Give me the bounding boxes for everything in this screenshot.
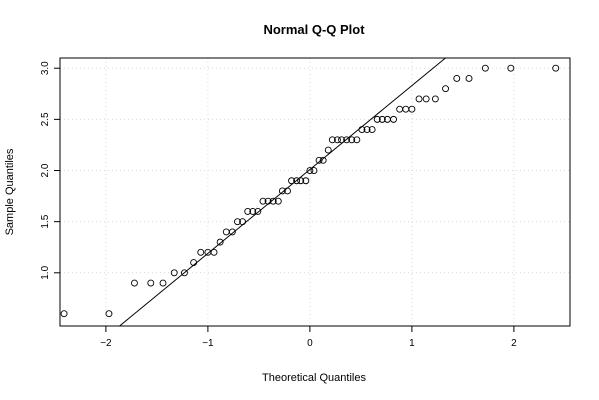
reference-line <box>119 57 446 327</box>
data-point <box>249 207 257 215</box>
data-point <box>302 177 310 185</box>
data-point <box>234 218 241 226</box>
data-point <box>170 269 178 277</box>
data-point <box>259 197 267 205</box>
data-point <box>507 64 515 72</box>
data-point <box>373 115 381 123</box>
data-point <box>297 177 305 185</box>
data-point <box>453 75 461 82</box>
y-tick-label: 1.5 <box>40 214 51 228</box>
x-tick-label: 1 <box>409 338 415 349</box>
data-point <box>254 207 262 215</box>
data-point <box>131 279 138 287</box>
data-point <box>216 238 224 246</box>
data-point <box>147 279 155 287</box>
data-point <box>353 136 361 144</box>
data-point <box>264 197 272 205</box>
data-point <box>244 207 252 215</box>
data-point <box>228 228 236 236</box>
data-point <box>284 187 291 195</box>
data-point <box>431 95 439 103</box>
grid <box>60 58 570 326</box>
data-point <box>190 259 198 267</box>
y-tick-label: 1.0 <box>40 265 51 279</box>
chart-title: Normal Q-Q Plot <box>263 22 365 37</box>
x-tick-label: 0 <box>307 338 313 349</box>
data-point <box>159 279 167 287</box>
data-point <box>274 197 282 205</box>
data-point <box>333 136 341 144</box>
data-point <box>222 228 230 236</box>
x-tick-label: −1 <box>202 338 214 349</box>
data-point <box>269 197 277 205</box>
data-point <box>422 95 430 103</box>
data-point <box>328 136 336 144</box>
data-point <box>442 85 450 93</box>
data-point <box>197 248 205 256</box>
data-point <box>338 136 345 144</box>
data-points <box>60 64 560 318</box>
data-point <box>239 218 247 226</box>
data-point <box>319 156 327 164</box>
data-point <box>293 177 301 185</box>
data-point <box>481 64 489 72</box>
y-axis-label: Sample Quantiles <box>4 148 16 235</box>
data-point <box>415 95 423 103</box>
y-tick-label: 2.0 <box>40 163 51 177</box>
x-axis: −2 −1 0 1 2 <box>100 326 517 349</box>
y-tick-label: 2.5 <box>40 112 51 126</box>
reference-line-group <box>119 57 446 327</box>
data-point <box>315 156 323 164</box>
data-point <box>390 115 397 123</box>
data-point <box>465 75 473 82</box>
x-tick-label: −2 <box>100 338 112 349</box>
data-point <box>408 105 416 113</box>
data-point <box>363 126 371 134</box>
x-tick-label: 2 <box>511 338 517 349</box>
data-point <box>552 64 560 72</box>
data-point <box>310 167 318 174</box>
y-tick-label: 3.0 <box>40 61 51 75</box>
y-axis: 1.0 1.5 2.0 2.5 3.0 <box>40 61 60 280</box>
data-point <box>288 177 295 185</box>
data-point <box>378 115 386 123</box>
data-point <box>343 136 351 144</box>
x-axis-label: Theoretical Quantiles <box>262 372 366 384</box>
data-point <box>402 105 410 113</box>
data-point <box>60 310 68 318</box>
data-point <box>348 136 356 144</box>
data-point <box>368 126 376 134</box>
data-point <box>210 248 218 256</box>
data-point <box>358 126 366 134</box>
plot-box <box>59 57 571 327</box>
data-point <box>324 146 332 154</box>
data-point <box>306 167 314 174</box>
data-point <box>105 310 113 318</box>
data-point <box>396 105 404 113</box>
data-point <box>180 269 188 277</box>
data-point <box>278 187 286 195</box>
